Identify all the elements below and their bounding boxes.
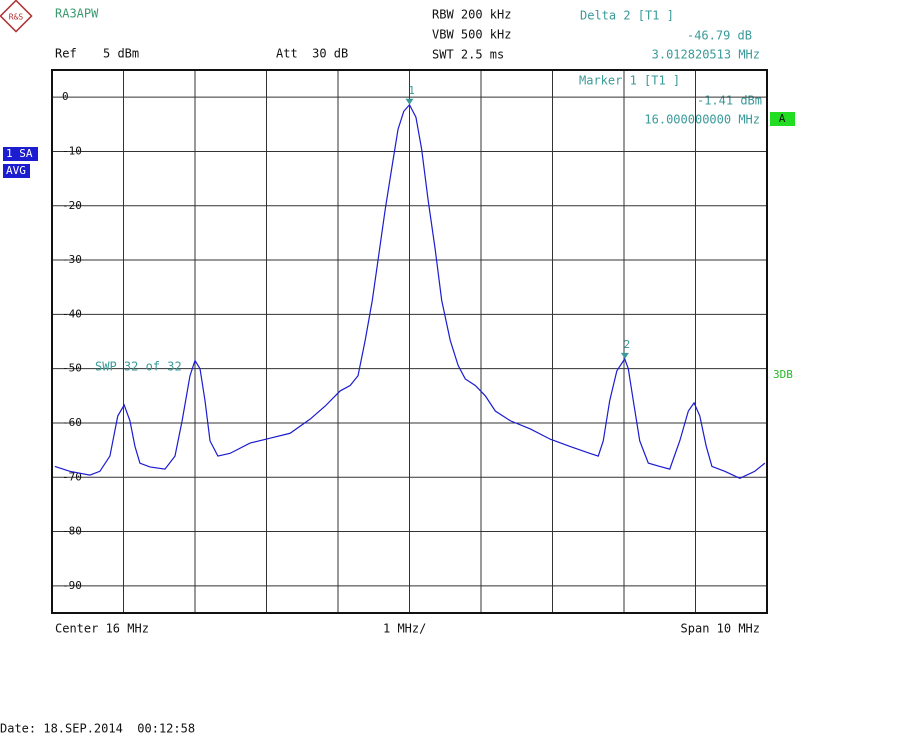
logo: R&S (0, 0, 33, 33)
marker-level: -1.41 dBm (697, 94, 762, 108)
y-tick-label: -60 (62, 416, 82, 429)
flag-box (770, 112, 795, 126)
sweep-note: SWP 32 of 32 (95, 360, 182, 374)
plot-frame (51, 69, 768, 614)
logo-text: R&S (9, 13, 24, 22)
trace-flag: A (779, 112, 786, 125)
y-tick-label: -80 (62, 525, 82, 538)
trace-badge: 1 SA (6, 147, 33, 160)
side-note: 3DB (773, 368, 793, 381)
ref-value: 5 dBm (103, 47, 139, 61)
y-tick-label: -40 (62, 307, 82, 320)
ref-label: Ref (55, 47, 77, 61)
y-tick-label: -30 (62, 253, 82, 266)
delta-title: Delta 2 [T1 ] (580, 9, 674, 23)
attenuation: Att 30 dB (276, 47, 348, 61)
marker-label: 2 (624, 338, 631, 351)
trace (54, 103, 766, 479)
span: Span 10 MHz (681, 622, 760, 636)
marker-title: Marker 1 [T1 ] (579, 74, 680, 88)
marker-freq: 16.000000000 MHz (644, 113, 760, 127)
y-tick-label: -20 (62, 199, 82, 212)
y-tick-label: -10 (62, 144, 82, 157)
y-tick-label: -90 (62, 579, 82, 592)
marker-triangle (405, 98, 414, 105)
badge-box (3, 164, 30, 178)
per-division: 1 MHz/ (383, 622, 426, 636)
y-tick-label: -70 (62, 470, 82, 483)
delta-freq: 3.012820513 MHz (652, 48, 760, 62)
center-freq: Center 16 MHz (55, 622, 149, 636)
badge-box (3, 147, 38, 161)
marker-triangle (620, 352, 629, 359)
delta-level: -46.79 dB (687, 29, 752, 43)
y-tick-label: 0 (62, 90, 69, 103)
logo-diamond (0, 0, 33, 33)
trace-badge: AVG (6, 164, 26, 177)
instrument-name: RA3APW (55, 7, 99, 21)
rbw: RBW 200 kHz (432, 8, 511, 22)
sweep-time: SWT 2.5 ms (432, 48, 504, 62)
date: Date: 18.SEP.2014 00:12:58 (0, 722, 195, 736)
vbw: VBW 500 kHz (432, 28, 511, 42)
marker-label: 1 (408, 84, 415, 97)
y-tick-label: -50 (62, 362, 82, 375)
